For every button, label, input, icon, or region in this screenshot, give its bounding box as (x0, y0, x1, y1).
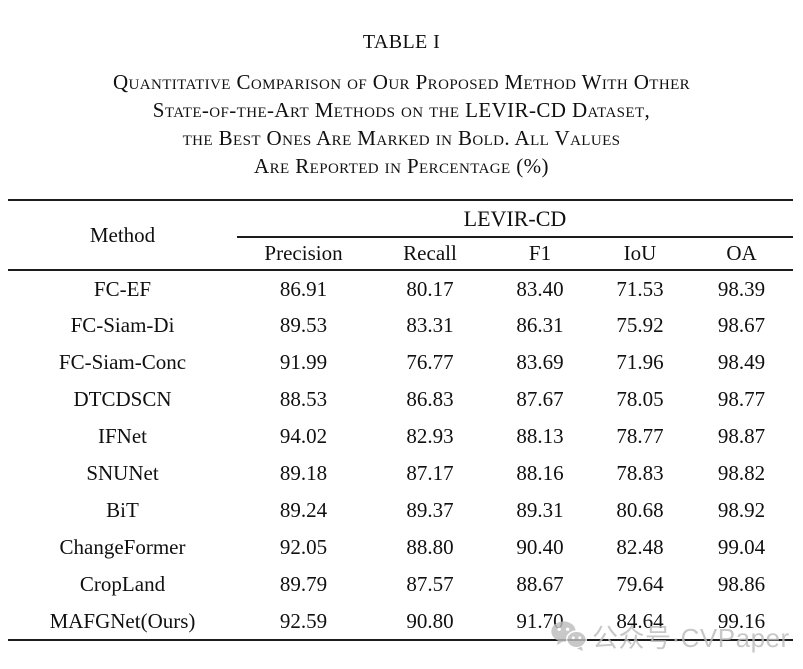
table-row: SNUNet 89.18 87.17 88.16 78.83 98.82 (8, 455, 793, 492)
method-cell: CropLand (79, 572, 166, 596)
value-cell: 90.40 (516, 535, 564, 559)
value-cell: 91.70 (516, 608, 564, 633)
value-cell: 86.91 (279, 276, 328, 301)
results-table-wrapper: Method LEVIR-CD Precision Recall F1 IoU … (8, 199, 793, 641)
method-column-header: Method (8, 200, 237, 271)
value-cell: 94.02 (279, 424, 328, 448)
value-cell: 82.93 (406, 424, 454, 448)
value-cell: 98.87 (717, 424, 766, 448)
value-cell: 83.31 (406, 313, 454, 337)
value-cell: 98.82 (717, 461, 766, 485)
table-row: IFNet 94.02 82.93 88.13 78.77 98.87 (8, 418, 793, 455)
caption-line: State-of-the-Art Methods on the LEVIR-CD… (152, 98, 651, 122)
method-cell: DTCDSCN (73, 387, 172, 411)
value-cell: 88.53 (279, 387, 328, 411)
method-cell: BiT (106, 498, 139, 522)
value-cell: 99.04 (717, 535, 766, 559)
table-row: MAFGNet(Ours) 92.59 90.80 91.70 84.64 99.16 (8, 603, 793, 640)
caption-line: Are Reported in Percentage (%) (254, 154, 549, 178)
value-cell: 98.39 (717, 276, 766, 301)
value-cell: 79.64 (616, 572, 664, 596)
value-cell: 76.77 (406, 350, 454, 374)
table-row: FC-EF 86.91 80.17 83.40 71.53 98.39 (8, 270, 793, 307)
value-cell: 82.48 (616, 535, 664, 559)
value-cell: 71.96 (616, 350, 664, 374)
method-cell: IFNet (98, 424, 147, 448)
value-cell: 89.37 (406, 498, 454, 522)
value-cell: 89.31 (516, 498, 564, 522)
value-cell: 87.67 (516, 387, 564, 411)
value-cell: 75.92 (616, 313, 664, 337)
value-cell: 89.18 (279, 461, 328, 485)
table-row: BiT 89.24 89.37 89.31 80.68 98.92 (8, 492, 793, 529)
value-cell: 90.80 (406, 608, 454, 633)
value-cell: 88.80 (406, 535, 454, 559)
method-cell: FC-Siam-Conc (58, 350, 187, 374)
method-cell: FC-Siam-Di (70, 313, 175, 337)
value-cell: 80.68 (616, 498, 664, 522)
column-header-recall: Recall (370, 237, 490, 271)
column-header-oa: OA (690, 237, 793, 271)
value-cell: 87.17 (406, 461, 454, 485)
value-cell: 78.83 (616, 461, 664, 485)
value-cell: 88.16 (516, 461, 564, 485)
value-cell: 98.86 (717, 572, 766, 596)
value-cell: 98.92 (717, 498, 766, 522)
value-cell: 89.53 (279, 313, 328, 337)
value-cell: 99.16 (717, 608, 766, 633)
table-body: FC-EF 86.91 80.17 83.40 71.53 98.39 FC-Siam-Di… (8, 270, 793, 640)
value-cell: 92.05 (279, 535, 328, 559)
results-table: Method LEVIR-CD Precision Recall F1 IoU … (8, 199, 793, 641)
value-cell: 83.40 (516, 276, 564, 301)
column-header-precision: Precision (237, 237, 370, 271)
value-cell: 84.64 (616, 608, 664, 633)
value-cell: 86.83 (406, 387, 454, 411)
value-cell: 83.69 (516, 350, 564, 374)
table-row: FC-Siam-Conc 91.99 76.77 83.69 71.96 98.49 (8, 344, 793, 381)
table-row: ChangeFormer 92.05 88.80 90.40 82.48 99.04 (8, 529, 793, 566)
column-header-f1: F1 (490, 237, 590, 271)
value-cell: 92.59 (279, 608, 328, 633)
dataset-group-header: LEVIR-CD (237, 200, 793, 238)
method-cell: ChangeFormer (59, 535, 186, 559)
value-cell: 98.77 (717, 387, 766, 411)
method-cell: MAFGNet(Ours) (49, 608, 196, 633)
table-row: CropLand 89.79 87.57 88.67 79.64 98.86 (8, 566, 793, 603)
value-cell: 78.05 (616, 387, 664, 411)
value-cell: 78.77 (616, 424, 664, 448)
value-cell: 89.79 (279, 572, 328, 596)
method-cell: FC-EF (93, 276, 152, 301)
value-cell: 89.24 (279, 498, 328, 522)
caption-line: the Best Ones Are Marked in Bold. All Va… (182, 126, 621, 150)
table-caption: Quantitative Comparison of Our Proposed … (0, 68, 803, 180)
column-header-iou: IoU (590, 237, 690, 271)
caption-line: Quantitative Comparison of Our Proposed … (112, 70, 691, 94)
value-cell: 80.17 (406, 276, 454, 301)
value-cell: 98.49 (717, 350, 766, 374)
value-cell: 86.31 (516, 313, 564, 337)
value-cell: 88.13 (516, 424, 564, 448)
method-cell: SNUNet (86, 461, 159, 485)
table-row: FC-Siam-Di 89.53 83.31 86.31 75.92 98.67 (8, 307, 793, 344)
value-cell: 98.67 (717, 313, 766, 337)
value-cell: 91.99 (279, 350, 328, 374)
value-cell: 71.53 (616, 276, 664, 301)
table-row: DTCDSCN 88.53 86.83 87.67 78.05 98.77 (8, 381, 793, 418)
table-number-label: TABLE I (362, 31, 441, 53)
value-cell: 87.57 (406, 572, 454, 596)
value-cell: 88.67 (516, 572, 564, 596)
table-header: Method LEVIR-CD Precision Recall F1 IoU … (8, 200, 793, 271)
